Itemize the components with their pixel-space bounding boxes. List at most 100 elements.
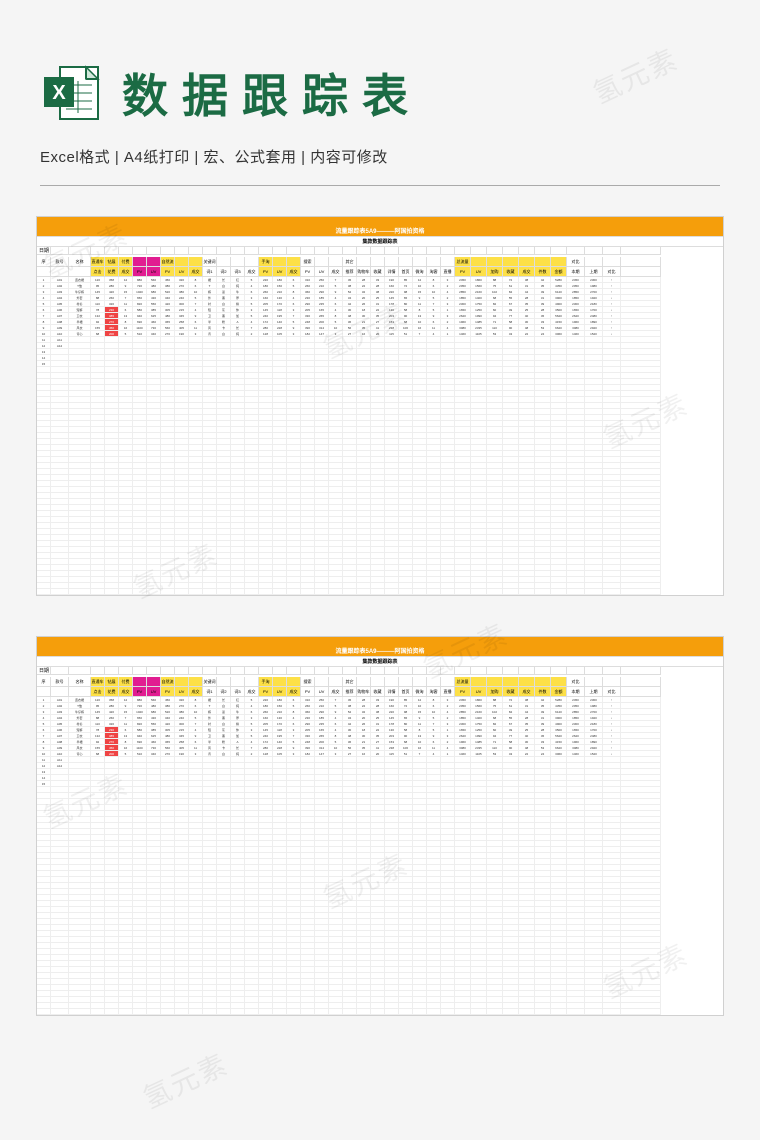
header: X 数据跟踪表 (0, 0, 760, 146)
col-subheader: 直播 (441, 687, 455, 697)
header-row-1: 序款号名称直通车钻展付费自然流关键词手淘搜索其它总流量对比 (37, 677, 723, 687)
col-subheader: 本期 (567, 687, 585, 697)
col-header (287, 257, 301, 267)
col-header: 总流量 (455, 257, 471, 267)
col-subheader: PV (301, 267, 315, 277)
col-subheader: 收藏 (503, 687, 519, 697)
col-subheader: 首页 (399, 687, 413, 697)
col-header: 对比 (567, 257, 585, 267)
col-subheader: 成交 (287, 687, 301, 697)
col-subheader: 成交 (245, 267, 259, 277)
col-subheader: 成交 (189, 267, 203, 277)
col-subheader: UV (471, 687, 487, 697)
col-header: 钻展 (105, 677, 119, 687)
col-subheader: PV (455, 267, 471, 277)
col-subheader (37, 267, 51, 277)
col-subheader: 成交 (287, 267, 301, 277)
col-header (585, 677, 603, 687)
col-header (385, 257, 399, 267)
col-subheader: 加购 (487, 267, 503, 277)
col-header (231, 257, 245, 267)
col-subheader: 收藏 (371, 687, 385, 697)
col-header (175, 257, 189, 267)
col-header (245, 677, 259, 687)
col-subheader: UV (273, 687, 287, 697)
col-header (231, 677, 245, 687)
col-subheader: 词1 (203, 687, 217, 697)
col-subheader: 花费 (105, 267, 119, 277)
col-subheader: UV (273, 267, 287, 277)
col-subheader: 对比 (603, 687, 621, 697)
col-header (371, 257, 385, 267)
col-subheader: PV (133, 687, 147, 697)
col-subheader: PV (259, 267, 273, 277)
col-subheader: 淘客 (427, 687, 441, 697)
col-subheader: 上期 (585, 267, 603, 277)
col-subheader: 件数 (535, 687, 551, 697)
col-header (287, 677, 301, 687)
col-header (329, 257, 343, 267)
col-subheader: 词2 (217, 687, 231, 697)
col-header (245, 257, 259, 267)
col-subheader: 点击 (91, 267, 105, 277)
excel-icon: X (40, 61, 104, 125)
col-header (217, 257, 231, 267)
sheet-orange-bar (37, 217, 723, 225)
col-header (315, 677, 329, 687)
col-subheader: UV (471, 267, 487, 277)
col-subheader: 点击 (91, 687, 105, 697)
col-header (273, 257, 287, 267)
col-subheader: 购物车 (357, 267, 371, 277)
col-subheader: 加购 (487, 687, 503, 697)
col-header: 名称 (69, 677, 91, 687)
col-header (133, 677, 147, 687)
col-subheader: UV (175, 267, 189, 277)
col-header (551, 677, 567, 687)
col-subheader: 词3 (231, 687, 245, 697)
col-header: 钻展 (105, 257, 119, 267)
col-subheader (69, 267, 91, 277)
col-subheader: 收藏 (503, 267, 519, 277)
col-subheader: 上期 (585, 687, 603, 697)
col-header: 付费 (119, 257, 133, 267)
col-header (535, 677, 551, 687)
col-subheader: 词3 (231, 267, 245, 277)
col-subheader: 成交 (245, 687, 259, 697)
col-header (189, 677, 203, 687)
col-header (551, 257, 567, 267)
col-header (315, 257, 329, 267)
col-header (357, 257, 371, 267)
col-subheader: 直播 (441, 267, 455, 277)
col-header (217, 677, 231, 687)
col-subheader: PV (259, 687, 273, 697)
col-header (503, 257, 519, 267)
col-header: 关键词 (203, 257, 217, 267)
col-header: 手淘 (259, 257, 273, 267)
col-header (471, 257, 487, 267)
col-subheader: 微淘 (413, 687, 427, 697)
divider (40, 185, 720, 186)
page-title: 数据跟踪表 (122, 60, 422, 126)
col-header (147, 677, 161, 687)
col-header (357, 677, 371, 687)
col-subheader: PV (455, 687, 471, 697)
svg-text:X: X (52, 82, 66, 104)
col-header: 序 (37, 677, 51, 687)
col-subheader: 成交 (329, 267, 343, 277)
col-subheader: UV (147, 687, 161, 697)
sheet-preview-2: 流量跟踪表5A9———阿国拍资格集款数据跟踪表序款号名称直通车钻展付费自然流关键… (36, 636, 724, 1016)
sheet-preview-1: 流量跟踪表5A9———阿国拍资格集款数据跟踪表序款号名称直通车钻展付费自然流关键… (36, 216, 724, 596)
header-row-1: 序款号名称直通车钻展付费自然流关键词手淘搜索其它总流量对比 (37, 257, 723, 267)
col-header: 其它 (343, 257, 357, 267)
col-header (471, 677, 487, 687)
col-subheader: 成交 (519, 687, 535, 697)
col-header (399, 677, 413, 687)
col-header (441, 257, 455, 267)
col-subheader: PV (161, 267, 175, 277)
empty-row (37, 595, 723, 596)
col-header (487, 677, 503, 687)
col-subheader: PV (301, 687, 315, 697)
col-header (603, 677, 621, 687)
col-header (603, 257, 621, 267)
col-subheader: 推荐 (343, 267, 357, 277)
